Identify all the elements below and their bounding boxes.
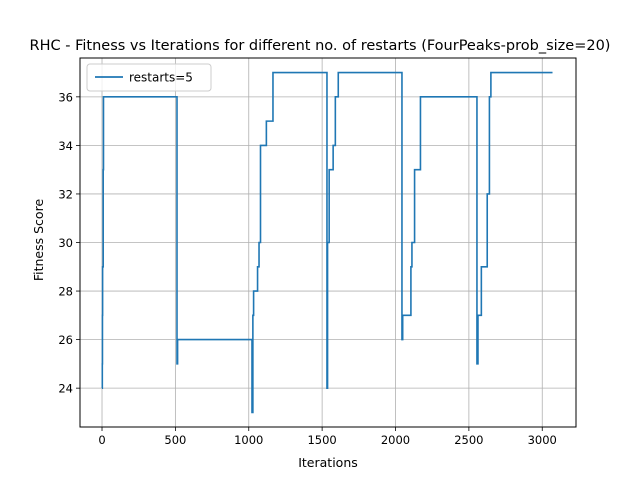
y-tick-label: 30	[58, 236, 73, 250]
y-tick-label: 28	[58, 285, 73, 299]
legend-label: restarts=5	[129, 71, 193, 85]
y-tick-label: 26	[58, 333, 73, 347]
x-tick-label: 500	[164, 433, 186, 447]
x-tick-label: 2000	[381, 433, 410, 447]
ticks: 0 500 1000 1500 2000 2500 3000 24 26 28 30 32 34 36	[58, 90, 557, 447]
chart-title: RHC - Fitness vs Iterations for differen…	[30, 38, 611, 54]
series-layer	[101, 71, 553, 414]
y-axis-label: Fitness Score	[31, 199, 46, 282]
x-tick-label: 2500	[454, 433, 483, 447]
x-tick-label: 1500	[307, 433, 336, 447]
y-tick-label: 36	[58, 90, 73, 104]
x-axis-label: Iterations	[298, 455, 358, 470]
legend-box	[86, 63, 212, 92]
series-line	[101, 71, 553, 414]
y-tick-label: 32	[58, 187, 73, 201]
y-tick-label: 24	[58, 382, 73, 396]
legend: restarts=5	[86, 63, 212, 92]
y-tick-label: 34	[58, 139, 73, 153]
x-tick-label: 0	[98, 433, 105, 447]
x-tick-label: 3000	[528, 433, 557, 447]
x-tick-label: 1000	[234, 433, 263, 447]
